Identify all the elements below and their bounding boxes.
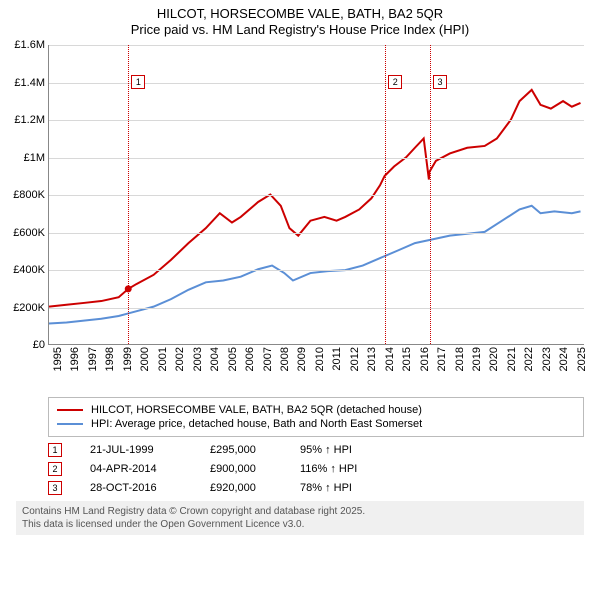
x-tick-label: 2020: [488, 347, 500, 371]
sale-hpi: 78% ↑ HPI: [300, 482, 352, 494]
sale-marker-line: [385, 45, 386, 344]
x-tick-label: 2024: [558, 347, 570, 371]
sale-price: £900,000: [210, 463, 300, 475]
y-tick-label: £400K: [1, 264, 45, 276]
sale-marker-line: [128, 45, 129, 344]
x-tick-label: 2008: [279, 347, 291, 371]
sale-marker-box: 1: [131, 75, 145, 89]
sale-row: 1 21-JUL-1999£295,00095% ↑ HPI: [48, 443, 584, 457]
x-tick-label: 1998: [104, 347, 116, 371]
sale-marker-box: 2: [388, 75, 402, 89]
x-tick-label: 2010: [314, 347, 326, 371]
x-tick-label: 2017: [436, 347, 448, 371]
x-tick-label: 2019: [471, 347, 483, 371]
y-tick-label: £0: [1, 339, 45, 351]
x-tick-label: 2016: [419, 347, 431, 371]
x-tick-label: 2022: [523, 347, 535, 371]
sale-marker-line: [430, 45, 431, 344]
house-price-chart: HILCOT, HORSECOMBE VALE, BATH, BA2 5QR P…: [0, 0, 600, 535]
x-tick-label: 2007: [262, 347, 274, 371]
legend-label: HILCOT, HORSECOMBE VALE, BATH, BA2 5QR (…: [91, 404, 422, 416]
x-tick-label: 2000: [139, 347, 151, 371]
sale-row-marker: 1: [48, 443, 62, 457]
chart-title: HILCOT, HORSECOMBE VALE, BATH, BA2 5QR P…: [0, 0, 600, 37]
legend-swatch: [57, 423, 83, 425]
x-tick-label: 2001: [157, 347, 169, 371]
sale-row-marker: 3: [48, 481, 62, 495]
x-axis-labels: 1995 1996 1997 1998 1999 2000 2001 2002 2003 2004…: [48, 345, 584, 391]
legend-label: HPI: Average price, detached house, Bath…: [91, 418, 422, 430]
sales-table: 1 21-JUL-1999£295,00095% ↑ HPI 2 04-APR-201…: [48, 443, 584, 495]
x-tick-label: 2002: [174, 347, 186, 371]
x-tick-label: 2011: [331, 347, 343, 371]
title-address: HILCOT, HORSECOMBE VALE, BATH, BA2 5QR: [0, 6, 600, 21]
y-tick-label: £600K: [1, 227, 45, 239]
y-tick-label: £1M: [1, 152, 45, 164]
x-tick-label: 2015: [401, 347, 413, 371]
y-tick-label: £1.2M: [1, 114, 45, 126]
x-tick-label: 1997: [87, 347, 99, 371]
sale-date: 04-APR-2014: [90, 463, 210, 475]
legend-item: HILCOT, HORSECOMBE VALE, BATH, BA2 5QR (…: [57, 404, 575, 416]
x-tick-label: 1999: [122, 347, 134, 371]
sale-row: 2 04-APR-2014£900,000116% ↑ HPI: [48, 462, 584, 476]
sale-date: 21-JUL-1999: [90, 444, 210, 456]
x-tick-label: 2005: [227, 347, 239, 371]
sale-price: £920,000: [210, 482, 300, 494]
x-tick-label: 2012: [349, 347, 361, 371]
x-tick-label: 1996: [69, 347, 81, 371]
x-tick-label: 2018: [454, 347, 466, 371]
x-tick-label: 2023: [541, 347, 553, 371]
y-tick-label: £200K: [1, 302, 45, 314]
legend-item: HPI: Average price, detached house, Bath…: [57, 418, 575, 430]
x-tick-label: 2021: [506, 347, 518, 371]
sale-row: 3 28-OCT-2016£920,00078% ↑ HPI: [48, 481, 584, 495]
x-tick-label: 2004: [209, 347, 221, 371]
legend-swatch: [57, 409, 83, 411]
sale-price: £295,000: [210, 444, 300, 456]
title-subtitle: Price paid vs. HM Land Registry's House …: [0, 22, 600, 37]
attribution-line1: Contains HM Land Registry data © Crown c…: [22, 505, 578, 518]
y-tick-label: £1.4M: [1, 77, 45, 89]
x-tick-label: 2006: [244, 347, 256, 371]
x-tick-label: 2025: [576, 347, 588, 371]
sale-date: 28-OCT-2016: [90, 482, 210, 494]
sale-hpi: 95% ↑ HPI: [300, 444, 352, 456]
y-tick-label: £1.6M: [1, 39, 45, 51]
attribution-line2: This data is licensed under the Open Gov…: [22, 518, 578, 531]
attribution: Contains HM Land Registry data © Crown c…: [16, 501, 584, 535]
sale-marker-box: 3: [433, 75, 447, 89]
plot-area: £0£200K£400K£600K£800K£1M£1.2M£1.4M£1.6M…: [48, 45, 584, 345]
x-tick-label: 2013: [366, 347, 378, 371]
sale-row-marker: 2: [48, 462, 62, 476]
plot-inner: £0£200K£400K£600K£800K£1M£1.2M£1.4M£1.6M…: [48, 45, 584, 345]
legend: HILCOT, HORSECOMBE VALE, BATH, BA2 5QR (…: [48, 397, 584, 437]
sale-hpi: 116% ↑ HPI: [300, 463, 357, 475]
y-tick-label: £800K: [1, 189, 45, 201]
x-tick-label: 2009: [296, 347, 308, 371]
x-tick-label: 2003: [192, 347, 204, 371]
x-tick-label: 1995: [52, 347, 64, 371]
x-tick-label: 2014: [384, 347, 396, 371]
